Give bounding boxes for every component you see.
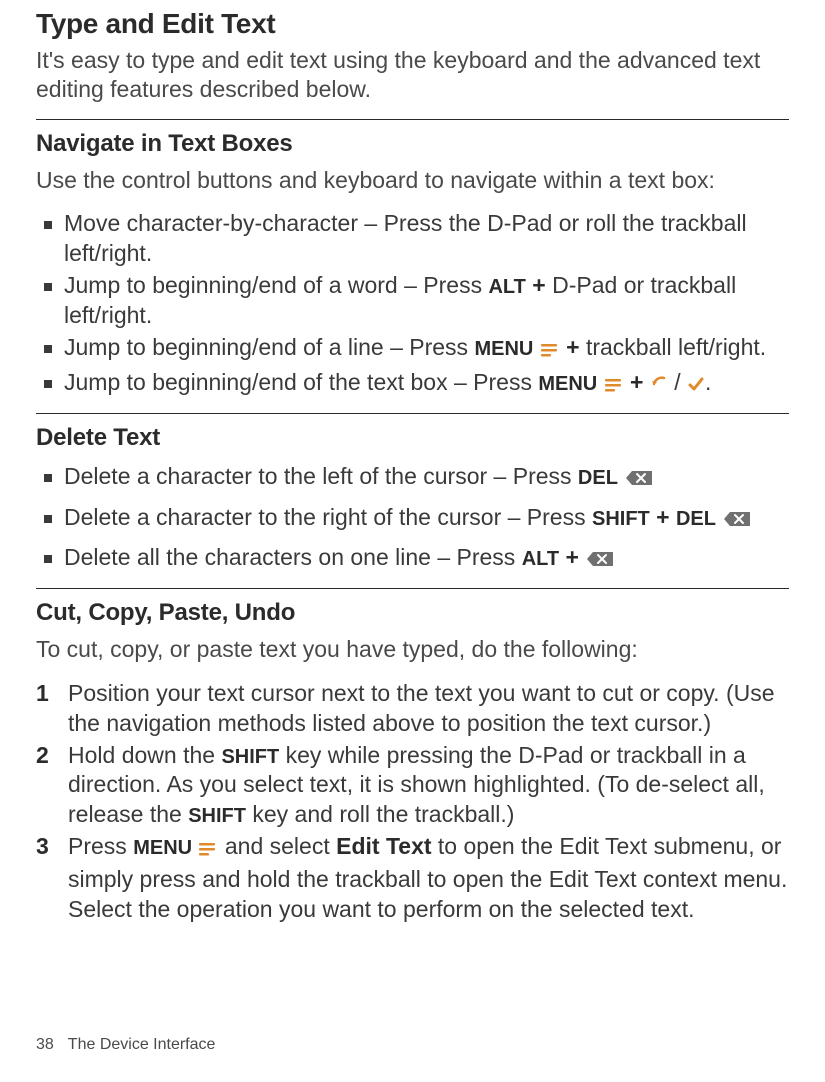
item-text: trackball left/right. [586, 334, 766, 360]
menu-icon [540, 336, 560, 366]
step-item: Hold down the SHIFT key while pressing t… [36, 741, 789, 831]
delete-list: Delete a character to the left of the cu… [36, 462, 789, 577]
list-item: Jump to beginning/end of the text box – … [42, 368, 789, 401]
item-text: Jump to beginning/end of a line – Press [64, 334, 474, 360]
key-menu: MENU [538, 373, 597, 395]
ccp-steps: Position your text cursor next to the te… [36, 679, 789, 925]
plus: + [560, 334, 586, 360]
page-footer: 38 The Device Interface [36, 1036, 215, 1054]
list-item: Delete a character to the left of the cu… [42, 462, 789, 495]
plus: + [559, 544, 585, 570]
key-alt: ALT [488, 276, 525, 298]
list-item: Jump to beginning/end of a word – Press … [42, 271, 789, 331]
item-text: Move character-by-character – Press the … [64, 210, 747, 266]
section-heading-ccp: Cut, Copy, Paste, Undo [36, 599, 789, 627]
separator: / [668, 369, 687, 395]
key-del: DEL [676, 508, 716, 530]
done-icon [687, 371, 705, 401]
ccp-lead: To cut, copy, or paste text you have typ… [36, 635, 789, 664]
step-text: and select [218, 833, 336, 859]
divider [36, 588, 789, 589]
item-text: Jump to beginning/end of a word – Press [64, 272, 488, 298]
item-text: Delete a character to the left of the cu… [64, 463, 578, 489]
list-item: Move character-by-character – Press the … [42, 209, 789, 269]
page: Type and Edit Text It's easy to type and… [0, 0, 825, 1082]
step-text: Press [68, 833, 133, 859]
key-menu: MENU [474, 338, 533, 360]
item-text: Delete a character to the right of the c… [64, 504, 592, 530]
edit-text-label: Edit Text [336, 833, 431, 859]
list-item: Delete all the characters on one line – … [42, 543, 789, 576]
jump-back-icon [650, 371, 668, 401]
section-name: The Device Interface [68, 1036, 216, 1053]
key-menu: MENU [133, 837, 192, 859]
item-text: Jump to beginning/end of the text box – … [64, 369, 538, 395]
key-shift: SHIFT [592, 508, 650, 530]
plus: + [650, 504, 676, 530]
step-item: Position your text cursor next to the te… [36, 679, 789, 739]
section-heading-navigate: Navigate in Text Boxes [36, 130, 789, 158]
plus: + [624, 369, 650, 395]
intro-text: It's easy to type and edit text using th… [36, 46, 789, 105]
step-text: Position your text cursor next to the te… [68, 680, 775, 736]
delete-key-icon [585, 546, 615, 576]
key-alt: ALT [522, 548, 559, 570]
menu-icon [604, 371, 624, 401]
page-number: 38 [36, 1036, 54, 1053]
delete-key-icon [624, 465, 654, 495]
delete-key-icon [722, 506, 752, 536]
period: . [705, 369, 711, 395]
key-shift: SHIFT [188, 805, 246, 827]
section-heading-delete: Delete Text [36, 424, 789, 452]
step-text: key and roll the trackball.) [246, 801, 514, 827]
navigate-lead: Use the control buttons and keyboard to … [36, 166, 789, 195]
divider [36, 119, 789, 120]
divider [36, 413, 789, 414]
item-text: Delete all the characters on one line – … [64, 544, 522, 570]
key-del: DEL [578, 467, 618, 489]
plus: + [526, 272, 552, 298]
list-item: Jump to beginning/end of a line – Press … [42, 333, 789, 366]
list-item: Delete a character to the right of the c… [42, 503, 789, 536]
navigate-list: Move character-by-character – Press the … [36, 209, 789, 400]
step-item: Press MENU and select Edit Text to open … [36, 832, 789, 925]
key-shift: SHIFT [221, 746, 279, 768]
page-title: Type and Edit Text [36, 8, 789, 40]
menu-icon [198, 835, 218, 865]
step-text: Hold down the [68, 742, 221, 768]
